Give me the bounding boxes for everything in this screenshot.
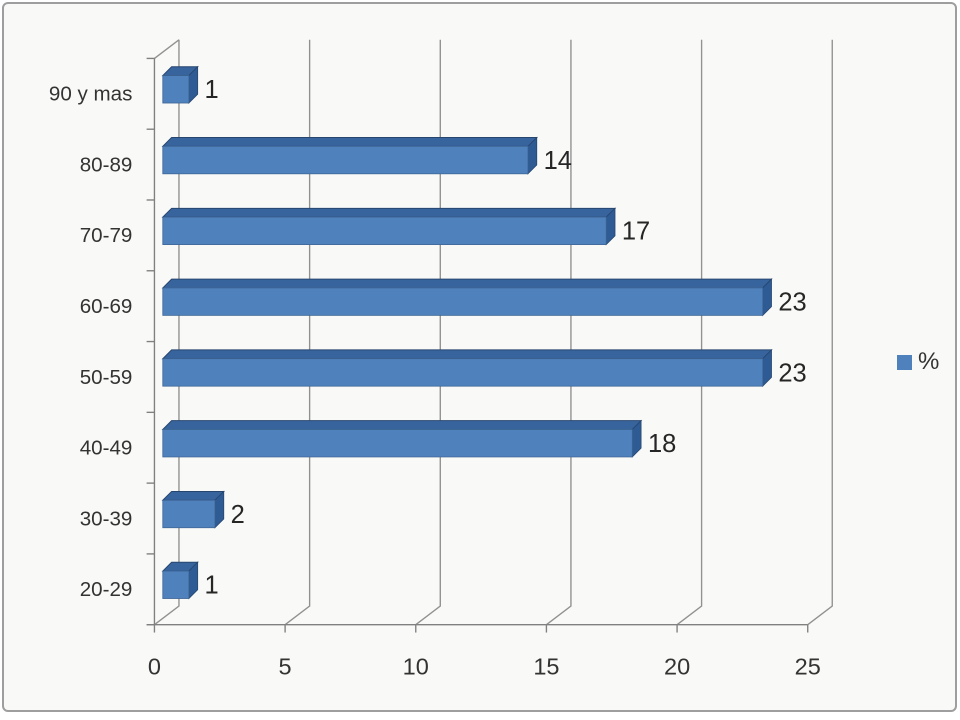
gridline — [807, 39, 833, 626]
bar-top-face — [161, 137, 538, 147]
bar — [162, 570, 190, 599]
x-tick-label: 20 — [664, 654, 690, 680]
bar — [162, 358, 764, 387]
data-label: 1 — [205, 572, 219, 600]
bar — [162, 499, 216, 529]
bar-top-face — [161, 207, 617, 218]
bar-top-face — [161, 278, 773, 289]
x-tick-label: 5 — [279, 654, 292, 680]
gridline — [154, 39, 180, 626]
category-label: 70-79 — [80, 224, 133, 247]
bar-top-face — [161, 420, 643, 430]
x-tick-label: 0 — [148, 654, 161, 680]
depth-edge — [154, 39, 180, 59]
data-label: 1 — [205, 76, 219, 104]
gridline — [676, 39, 703, 626]
category-label: 30-39 — [80, 507, 133, 530]
bar-top-face — [161, 349, 773, 360]
category-label: 20-29 — [80, 578, 133, 601]
data-label: 17 — [622, 218, 650, 246]
data-label: 2 — [231, 501, 245, 529]
data-label: 14 — [544, 147, 572, 175]
category-label: 80-89 — [80, 153, 133, 176]
category-label: 40-49 — [80, 437, 133, 460]
bar-chart: 0 5 10 15 20 25 90 y mas 80-89 70-79 60-69 50-59 40… — [49, 39, 833, 680]
data-label: 23 — [778, 359, 806, 387]
bar-top-face — [161, 490, 225, 501]
bar — [162, 287, 764, 316]
x-tick-label: 25 — [795, 654, 821, 680]
gridline — [546, 39, 572, 626]
category-label: 60-69 — [80, 295, 133, 318]
category-label: 50-59 — [80, 366, 133, 389]
gridline — [284, 39, 311, 626]
bar — [162, 429, 633, 458]
x-tick-label: 15 — [533, 654, 559, 680]
legend: % — [897, 348, 939, 376]
bar — [162, 75, 190, 104]
bar — [162, 145, 529, 175]
data-label: 18 — [648, 430, 676, 458]
bar — [162, 216, 607, 245]
legend-marker-icon — [897, 354, 912, 370]
x-tick-label: 10 — [403, 654, 429, 680]
category-label: 90 y mas — [49, 83, 133, 106]
data-label: 23 — [778, 288, 806, 316]
legend-label: % — [918, 348, 940, 375]
gridline — [415, 39, 441, 626]
